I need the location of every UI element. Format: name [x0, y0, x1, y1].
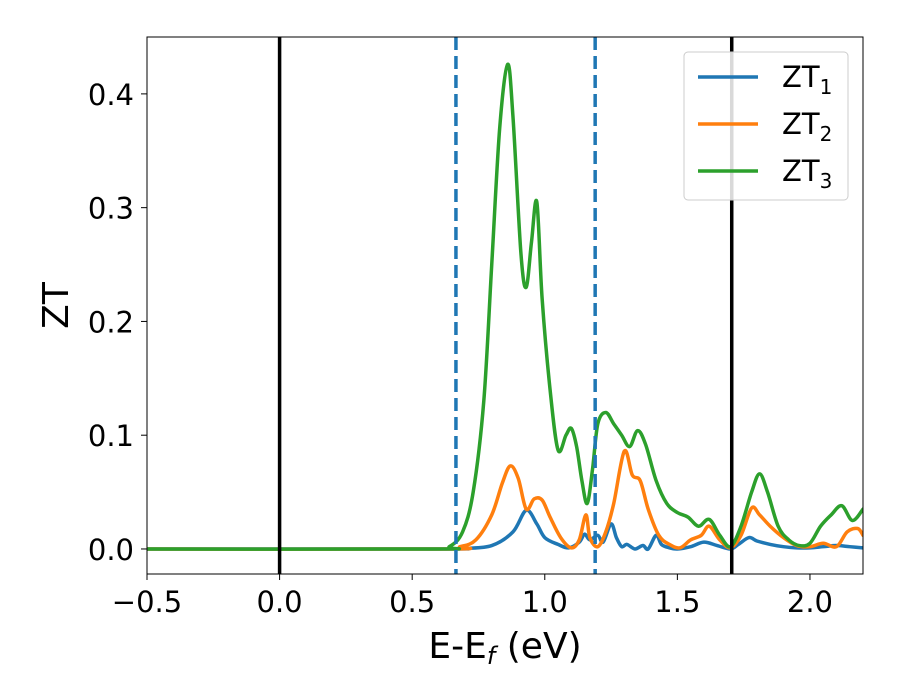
- legend-label-zt1: ZT1: [782, 60, 832, 99]
- legend-label-zt3: ZT3: [782, 154, 832, 193]
- x-axis-title-tail: (eV): [495, 626, 581, 667]
- legend: ZT1 ZT2 ZT3: [683, 51, 849, 201]
- series-line-zt3: [147, 62, 863, 551]
- vline-layer: [277, 37, 734, 574]
- x-axis-title: E-Ef (eV): [428, 626, 581, 670]
- y-tick-label: 0.3: [88, 192, 134, 226]
- y-axis-title: ZT: [36, 281, 77, 329]
- legend-items: ZT1 ZT2 ZT3: [698, 60, 832, 193]
- y-tick-label: 0.1: [88, 419, 134, 453]
- x-tick-label: 0.0: [257, 585, 303, 619]
- series-layer: [147, 62, 863, 552]
- series-line-zt1: [147, 508, 863, 552]
- x-tick-label: 1.0: [522, 585, 568, 619]
- x-tick-label: 2.0: [787, 585, 833, 619]
- x-tick-label: 0.5: [389, 585, 435, 619]
- series-line-zt2: [147, 448, 863, 551]
- x-axis-title-base: E-E: [428, 626, 486, 667]
- legend-label-zt2: ZT2: [782, 107, 832, 146]
- y-axis: 0.0 0.1 0.2 0.3 0.4: [88, 78, 147, 567]
- x-tick-label: 1.5: [654, 585, 700, 619]
- y-tick-label: 0.2: [88, 305, 134, 339]
- legend-box: [683, 51, 849, 201]
- x-axis: −0.5 0.0 0.5 1.0 1.5 2.0: [112, 574, 833, 619]
- plot-frame: [146, 36, 864, 575]
- y-tick-label: 0.0: [88, 533, 134, 567]
- x-tick-label: −0.5: [112, 585, 182, 619]
- y-tick-label: 0.4: [88, 78, 134, 112]
